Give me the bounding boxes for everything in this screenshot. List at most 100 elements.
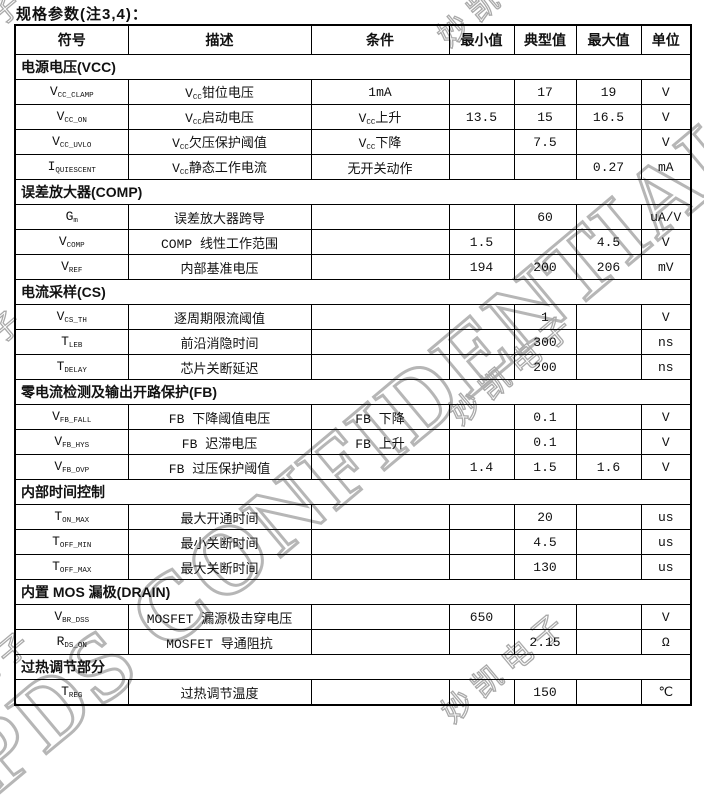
cell-unit: ns	[640, 329, 692, 355]
cell-max	[575, 679, 642, 706]
cell-min	[448, 204, 515, 230]
cell-cond	[310, 204, 450, 230]
cell-desc: 逐周期限流阈值	[127, 304, 312, 330]
cell-max: 16.5	[575, 104, 642, 130]
table-row: RDS_ON MOSFET 导通阻抗 2.15 Ω	[14, 629, 692, 655]
cell-min	[448, 304, 515, 330]
header-symbol: 符号	[14, 24, 129, 55]
cell-min: 1.4	[448, 454, 515, 480]
section-title: 零电流检测及输出开路保护(FB)	[14, 379, 692, 405]
cell-symbol: TREG	[14, 679, 129, 706]
table-row: VREF 内部基准电压 194 200 206 mV	[14, 254, 692, 280]
section-row: 误差放大器(COMP)	[14, 179, 692, 205]
cell-desc: MOSFET 导通阻抗	[127, 629, 312, 655]
cell-unit: us	[640, 554, 692, 580]
table-row: TREG 过热调节温度 150 ℃	[14, 679, 692, 706]
cell-cond: 1mA	[310, 79, 450, 105]
cell-cond	[310, 304, 450, 330]
cell-desc: VCC钳位电压	[127, 79, 312, 105]
cell-desc: VCC启动电压	[127, 104, 312, 130]
cell-typ: 4.5	[513, 529, 577, 555]
section-title: 过热调节部分	[14, 654, 692, 680]
cell-symbol: TOFF_MAX	[14, 554, 129, 580]
cell-cond: VCC下降	[310, 129, 450, 155]
cell-typ: 17	[513, 79, 577, 105]
cell-desc: 前沿消隐时间	[127, 329, 312, 355]
cell-cond	[310, 229, 450, 255]
cell-symbol: TLEB	[14, 329, 129, 355]
cell-symbol: IQUIESCENT	[14, 154, 129, 180]
cell-typ: 60	[513, 204, 577, 230]
cell-cond	[310, 554, 450, 580]
table-row: VCC_CLAMP VCC钳位电压 1mA 17 19 V	[14, 79, 692, 105]
cell-symbol: TDELAY	[14, 354, 129, 380]
table-row: VBR_DSS MOSFET 漏源极击穿电压 650 V	[14, 604, 692, 630]
cell-desc: FB 下降阈值电压	[127, 404, 312, 430]
cell-min	[448, 429, 515, 455]
cell-unit: V	[640, 129, 692, 155]
cell-symbol: Gm	[14, 204, 129, 230]
cell-cond	[310, 504, 450, 530]
cell-desc: VCC静态工作电流	[127, 154, 312, 180]
cell-symbol: VCOMP	[14, 229, 129, 255]
cell-symbol: VCC_CLAMP	[14, 79, 129, 105]
cell-typ: 7.5	[513, 129, 577, 155]
cell-unit: V	[640, 429, 692, 455]
cell-cond: 无开关动作	[310, 154, 450, 180]
cell-min	[448, 554, 515, 580]
cell-typ	[513, 229, 577, 255]
cell-typ: 200	[513, 254, 577, 280]
cell-min: 194	[448, 254, 515, 280]
table-row: VCC_UVLO VCC欠压保护阈值 VCC下降 7.5 V	[14, 129, 692, 155]
table-header-row: 符号 描述 条件 最小值 典型值 最大值 单位	[14, 24, 692, 55]
cell-max	[575, 404, 642, 430]
cell-cond	[310, 679, 450, 706]
cell-desc: COMP 线性工作范围	[127, 229, 312, 255]
cell-max	[575, 329, 642, 355]
section-title: 电流采样(CS)	[14, 279, 692, 305]
cell-unit: mA	[640, 154, 692, 180]
section-row: 电流采样(CS)	[14, 279, 692, 305]
cell-max: 4.5	[575, 229, 642, 255]
cell-desc: 误差放大器跨导	[127, 204, 312, 230]
cell-typ: 150	[513, 679, 577, 706]
cell-symbol: TON_MAX	[14, 504, 129, 530]
cell-max	[575, 429, 642, 455]
cell-min	[448, 504, 515, 530]
cell-cond	[310, 354, 450, 380]
cell-cond	[310, 454, 450, 480]
table-row: IQUIESCENT VCC静态工作电流 无开关动作 0.27 mA	[14, 154, 692, 180]
header-unit: 单位	[640, 24, 692, 55]
cell-unit: V	[640, 304, 692, 330]
header-description: 描述	[127, 24, 312, 55]
cell-unit: ns	[640, 354, 692, 380]
cell-unit: V	[640, 229, 692, 255]
cell-min	[448, 529, 515, 555]
cell-min	[448, 129, 515, 155]
section-row: 过热调节部分	[14, 654, 692, 680]
cell-typ: 130	[513, 554, 577, 580]
cell-cond	[310, 329, 450, 355]
cell-min: 1.5	[448, 229, 515, 255]
cell-cond	[310, 629, 450, 655]
page-title: 规格参数(注3,4)：	[16, 6, 148, 23]
cell-unit: mV	[640, 254, 692, 280]
cell-max: 1.6	[575, 454, 642, 480]
cell-typ: 0.1	[513, 429, 577, 455]
cell-symbol: VBR_DSS	[14, 604, 129, 630]
table-row: VCOMP COMP 线性工作范围 1.5 4.5 V	[14, 229, 692, 255]
cell-min: 650	[448, 604, 515, 630]
cell-max: 19	[575, 79, 642, 105]
cell-typ: 300	[513, 329, 577, 355]
cell-desc: 内部基准电压	[127, 254, 312, 280]
cell-typ: 2.15	[513, 629, 577, 655]
cell-max	[575, 504, 642, 530]
cell-unit: us	[640, 529, 692, 555]
cell-symbol: TOFF_MIN	[14, 529, 129, 555]
header-max: 最大值	[575, 24, 642, 55]
cell-symbol: VFB_FALL	[14, 404, 129, 430]
cell-typ: 15	[513, 104, 577, 130]
cell-symbol: VFB_OVP	[14, 454, 129, 480]
cell-cond: FB 上升	[310, 429, 450, 455]
cell-symbol: VCC_UVLO	[14, 129, 129, 155]
